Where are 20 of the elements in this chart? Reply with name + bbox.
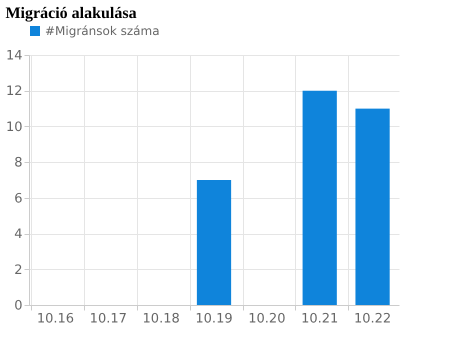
x-tick-label: 10.16	[36, 312, 74, 326]
y-tick-label: 12	[6, 84, 22, 100]
bar	[302, 90, 337, 305]
x-tick-label: 10.18	[142, 312, 180, 326]
x-tick-label: 10.20	[248, 312, 286, 326]
bar	[196, 180, 232, 305]
y-tick-label: 0	[14, 298, 22, 314]
chart-title: Migráció alakulása	[5, 5, 137, 22]
y-tick-label: 10	[6, 120, 22, 135]
x-tick-label: 10.17	[90, 312, 127, 326]
x-tick-label: 10.19	[195, 312, 233, 326]
y-tick-label: 8	[14, 156, 22, 171]
y-tick-label: 2	[14, 262, 22, 278]
x-tick-label: 10.21	[301, 312, 338, 326]
y-tick-label: 6	[14, 191, 22, 206]
legend-label: #Migránsok száma	[45, 24, 160, 38]
y-tick-label: 4	[14, 227, 22, 242]
y-tick-label: 14	[6, 48, 22, 64]
x-tick-label: 10.22	[354, 312, 392, 326]
bar	[355, 108, 390, 305]
